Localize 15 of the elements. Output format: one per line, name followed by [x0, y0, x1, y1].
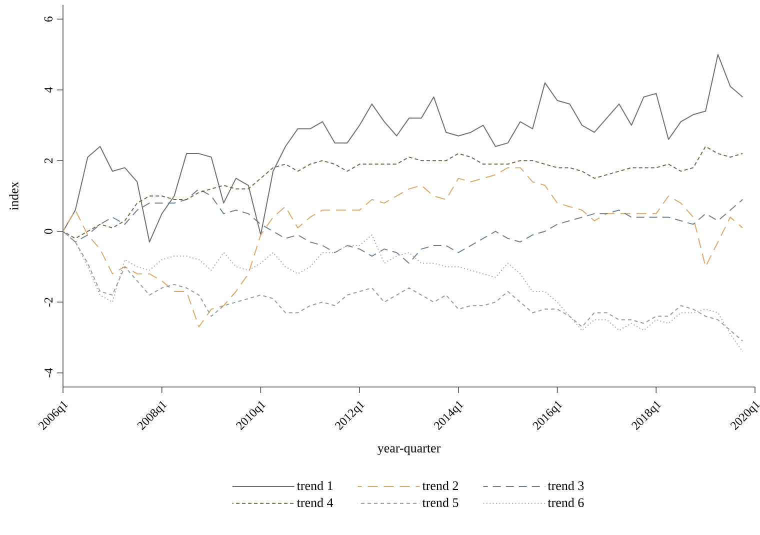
legend-label: trend 1	[296, 480, 333, 490]
legend-label: trend 4	[296, 498, 334, 508]
y-tick-label: 4	[44, 87, 52, 93]
legend-label: trend 2	[422, 480, 458, 490]
x-axis-title: year-quarter	[378, 445, 441, 456]
y-tick-label: -4	[44, 368, 52, 378]
y-tick-label: 2	[44, 158, 52, 164]
y-axis-title: index	[9, 182, 18, 210]
legend-label: trend 6	[548, 498, 584, 508]
line-series	[63, 54, 744, 242]
legend-label: trend 3	[548, 480, 584, 490]
y-tick-label: 6	[44, 16, 52, 22]
y-tick-label: -2	[44, 298, 52, 307]
legend-label: trend 5	[422, 498, 458, 508]
y-tick-label: 0	[44, 228, 52, 234]
